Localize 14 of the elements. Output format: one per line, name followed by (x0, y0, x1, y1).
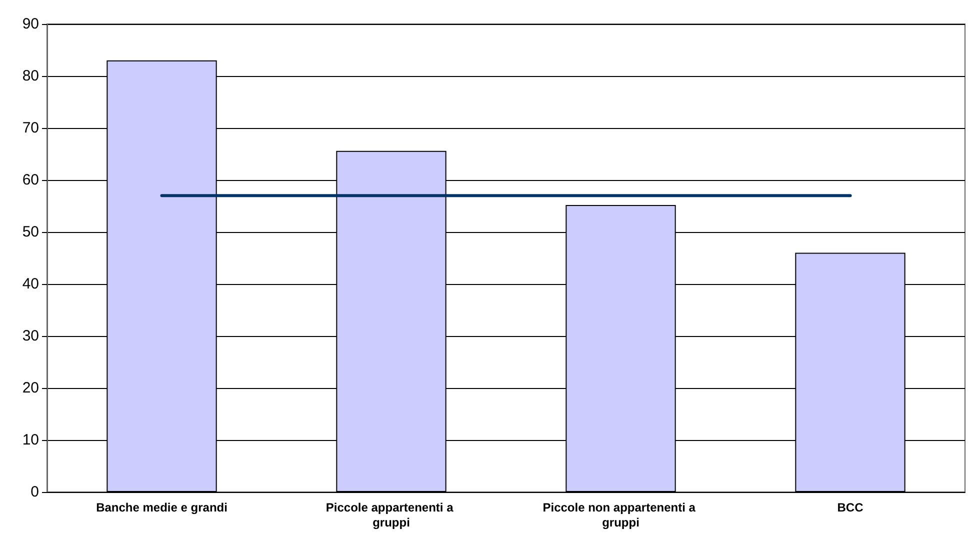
y-tick-label: 60 (22, 172, 39, 188)
y-tick-label: 70 (22, 120, 39, 136)
y-tick-label: 40 (22, 276, 39, 292)
y-tick-label: 20 (22, 380, 39, 396)
y-tick-label: 0 (30, 484, 39, 500)
x-tick-label: Piccole appartenenti a gruppi (326, 500, 457, 530)
x-tick-label: Piccole non appartenenti a gruppi (542, 500, 699, 530)
x-tick-label: Banche medie e grandi (96, 500, 228, 514)
y-tick-label: 30 (22, 328, 39, 344)
x-tick-label: BCC (837, 500, 864, 514)
y-tick-label: 10 (22, 432, 39, 448)
y-tick-label: 50 (22, 224, 39, 240)
y-tick-label: 80 (22, 68, 39, 84)
y-tick-label: 90 (22, 16, 39, 32)
